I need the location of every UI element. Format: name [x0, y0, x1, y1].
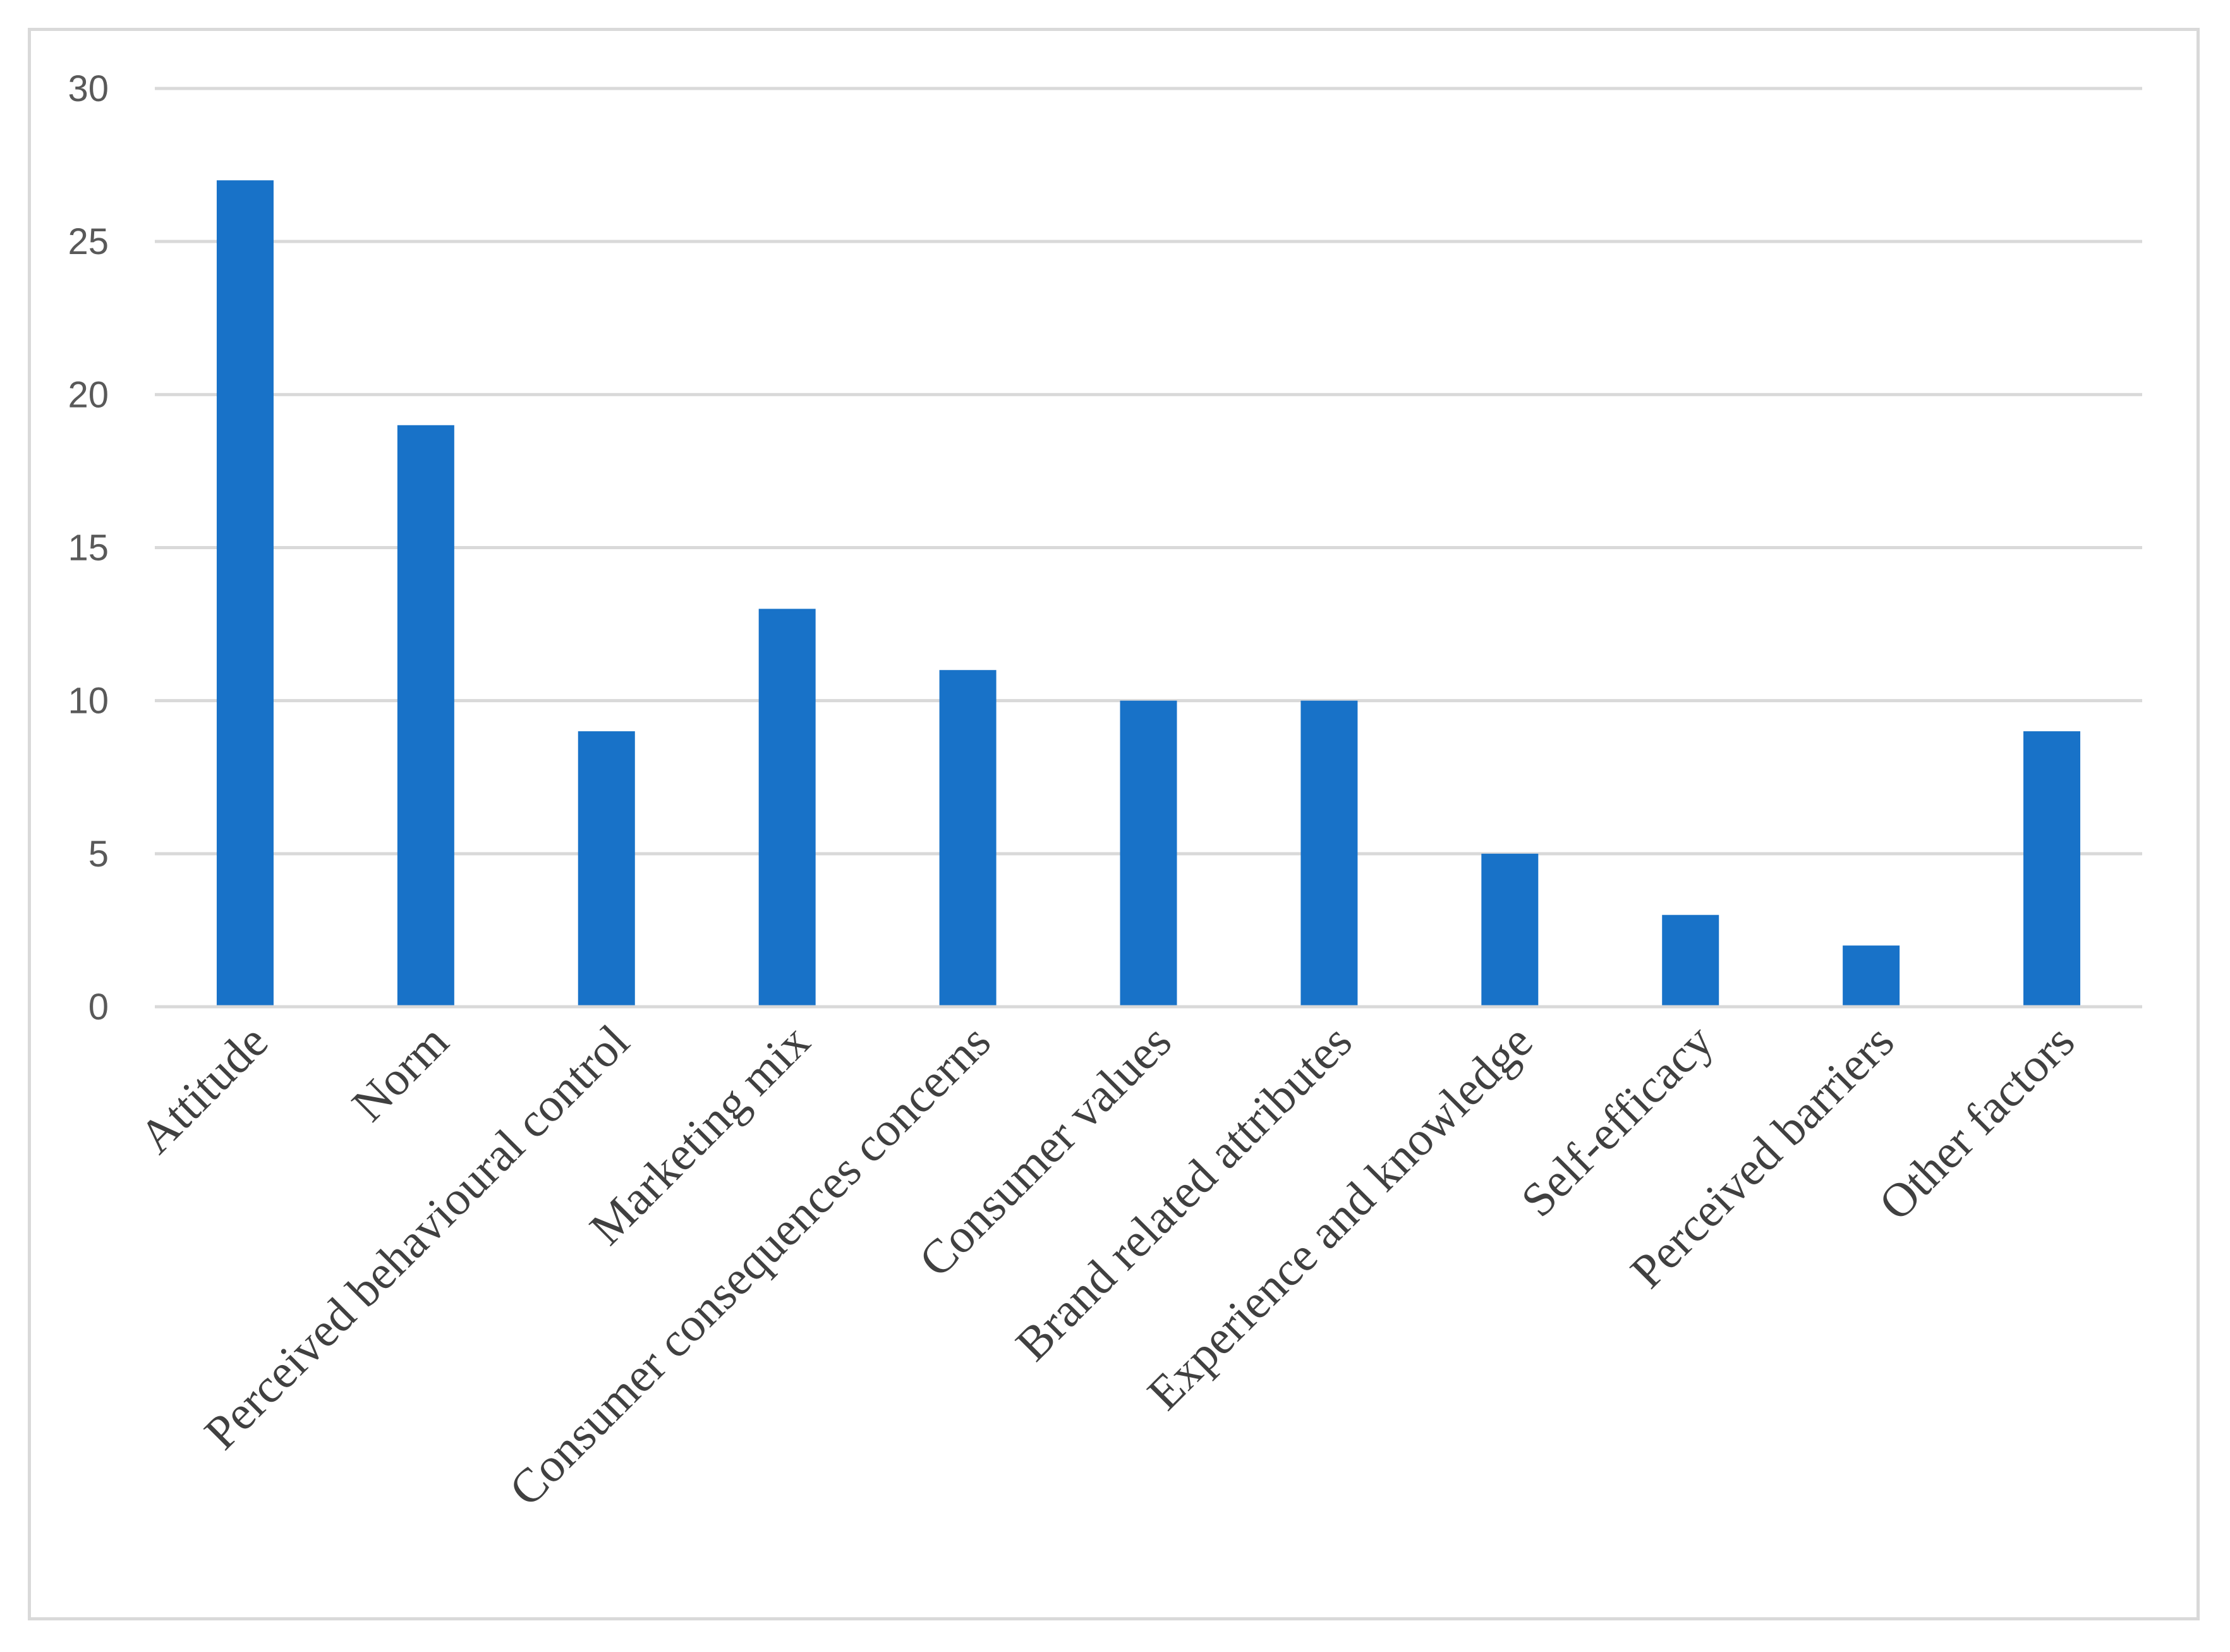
bar-other-factors [2023, 731, 2081, 1007]
x-tick-label: Experience and knowledge [1137, 1015, 1542, 1420]
y-tick-label: 25 [68, 221, 109, 262]
bar-attitude [216, 180, 274, 1007]
y-tick-label: 15 [68, 528, 109, 569]
y-tick-label: 0 [88, 987, 109, 1028]
bar-norm [397, 425, 454, 1007]
bar-consumer-consequences-concerns [939, 670, 997, 1007]
bar-experience-and-knowledge [1481, 853, 1539, 1007]
bar-consumer-values [1120, 700, 1177, 1007]
x-tick-label: Brand related attributes [1006, 1015, 1362, 1371]
bar-self-efficacy [1662, 914, 1719, 1007]
bar-perceived-barriers [1843, 945, 1900, 1007]
y-axis-tick-labels: 0 5 10 15 20 25 30 [68, 68, 109, 1028]
x-tick-label: Other factors [1869, 1015, 2085, 1230]
y-tick-label: 20 [68, 374, 109, 415]
y-tick-label: 10 [68, 681, 109, 722]
chart-frame [28, 28, 2200, 1620]
x-tick-label: Norm [342, 1015, 459, 1132]
bar-brand-related-attributes [1300, 700, 1358, 1007]
bars [216, 180, 2081, 1007]
y-tick-label: 5 [88, 834, 109, 875]
y-tick-label: 30 [68, 68, 109, 109]
gridlines [155, 87, 2142, 856]
bar-marketing-mix [758, 609, 816, 1007]
x-tick-label: Attitude [129, 1015, 278, 1164]
bar-perceived-behavioural-control [578, 731, 635, 1007]
